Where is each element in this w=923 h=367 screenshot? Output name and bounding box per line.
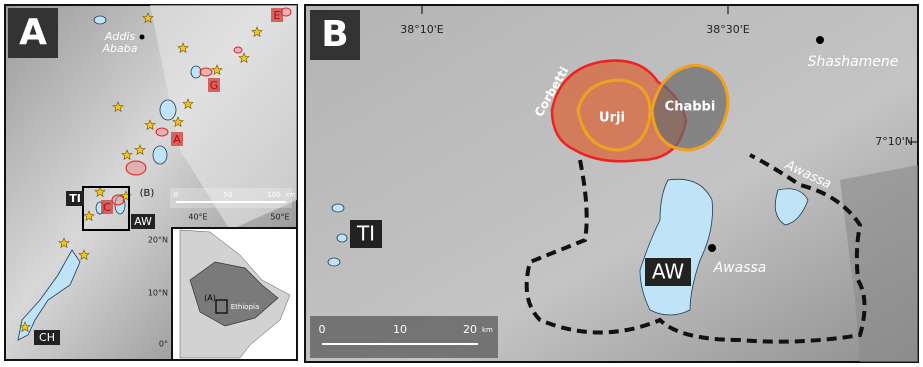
- panel-b: B 38°10'E 38°30'E 7°10'N Shashamene Corb…: [305, 5, 918, 362]
- lake: [328, 258, 340, 266]
- lon-tick: 38°30'E: [706, 23, 750, 36]
- lat-tick: 10°N: [148, 289, 168, 298]
- panel-b-label: B: [321, 14, 348, 55]
- caldera: [200, 68, 212, 76]
- scale-tick: 20: [463, 323, 477, 336]
- lat-tick: 20°N: [148, 236, 168, 245]
- lake: [332, 204, 344, 212]
- scale-tick: 10: [393, 323, 407, 336]
- lake: [153, 146, 167, 164]
- panel-a-label: A: [19, 12, 47, 53]
- lat-tick: 0°: [159, 340, 168, 349]
- red-label: C: [103, 201, 111, 214]
- panel-a: A Addis Ababa E G A C (B) TI AW CH 0 5: [5, 5, 297, 360]
- scale-unit: km: [286, 192, 295, 199]
- lake: [94, 16, 106, 24]
- scale-tick: 0: [174, 191, 178, 199]
- lon-tick: 38°10'E: [400, 23, 444, 36]
- lon-tick: 50°E: [270, 213, 289, 222]
- town-label: Awassa: [713, 260, 767, 276]
- lake-label: TI: [356, 222, 375, 246]
- caldera: [156, 128, 168, 136]
- town-dot: [708, 244, 716, 252]
- lake-label: TI: [69, 192, 81, 205]
- city-dot: [140, 35, 145, 40]
- scale-unit: km: [482, 326, 493, 334]
- figure: A Addis Ababa E G A C (B) TI AW CH 0 5: [0, 0, 923, 367]
- inset-box-label: (A): [204, 294, 216, 303]
- lake-label: AW: [134, 215, 152, 228]
- town-dot: [816, 36, 824, 44]
- scale-tick: 0: [319, 323, 326, 336]
- caldera-label: Urji: [599, 111, 625, 126]
- caldera-label: Chabbi: [665, 100, 716, 115]
- inset-country: Ethiopia: [231, 303, 260, 311]
- caldera: [126, 161, 146, 175]
- box-label: (B): [140, 188, 155, 199]
- red-label: G: [210, 79, 219, 92]
- scale-tick: 100: [267, 191, 280, 199]
- caldera: [234, 47, 242, 53]
- lake: [160, 100, 176, 120]
- lat-tick: 7°10'N: [875, 135, 913, 148]
- red-label: E: [274, 9, 281, 22]
- lake: [337, 234, 347, 242]
- lon-tick: 40°E: [188, 213, 207, 222]
- city-label: Ababa: [102, 42, 138, 55]
- lake-label: CH: [39, 331, 55, 344]
- caldera: [112, 195, 124, 205]
- red-label: A: [173, 133, 181, 146]
- town-label: Shashamene: [808, 54, 899, 70]
- lake-label: AW: [652, 260, 685, 284]
- scale-tick: 50: [224, 191, 233, 199]
